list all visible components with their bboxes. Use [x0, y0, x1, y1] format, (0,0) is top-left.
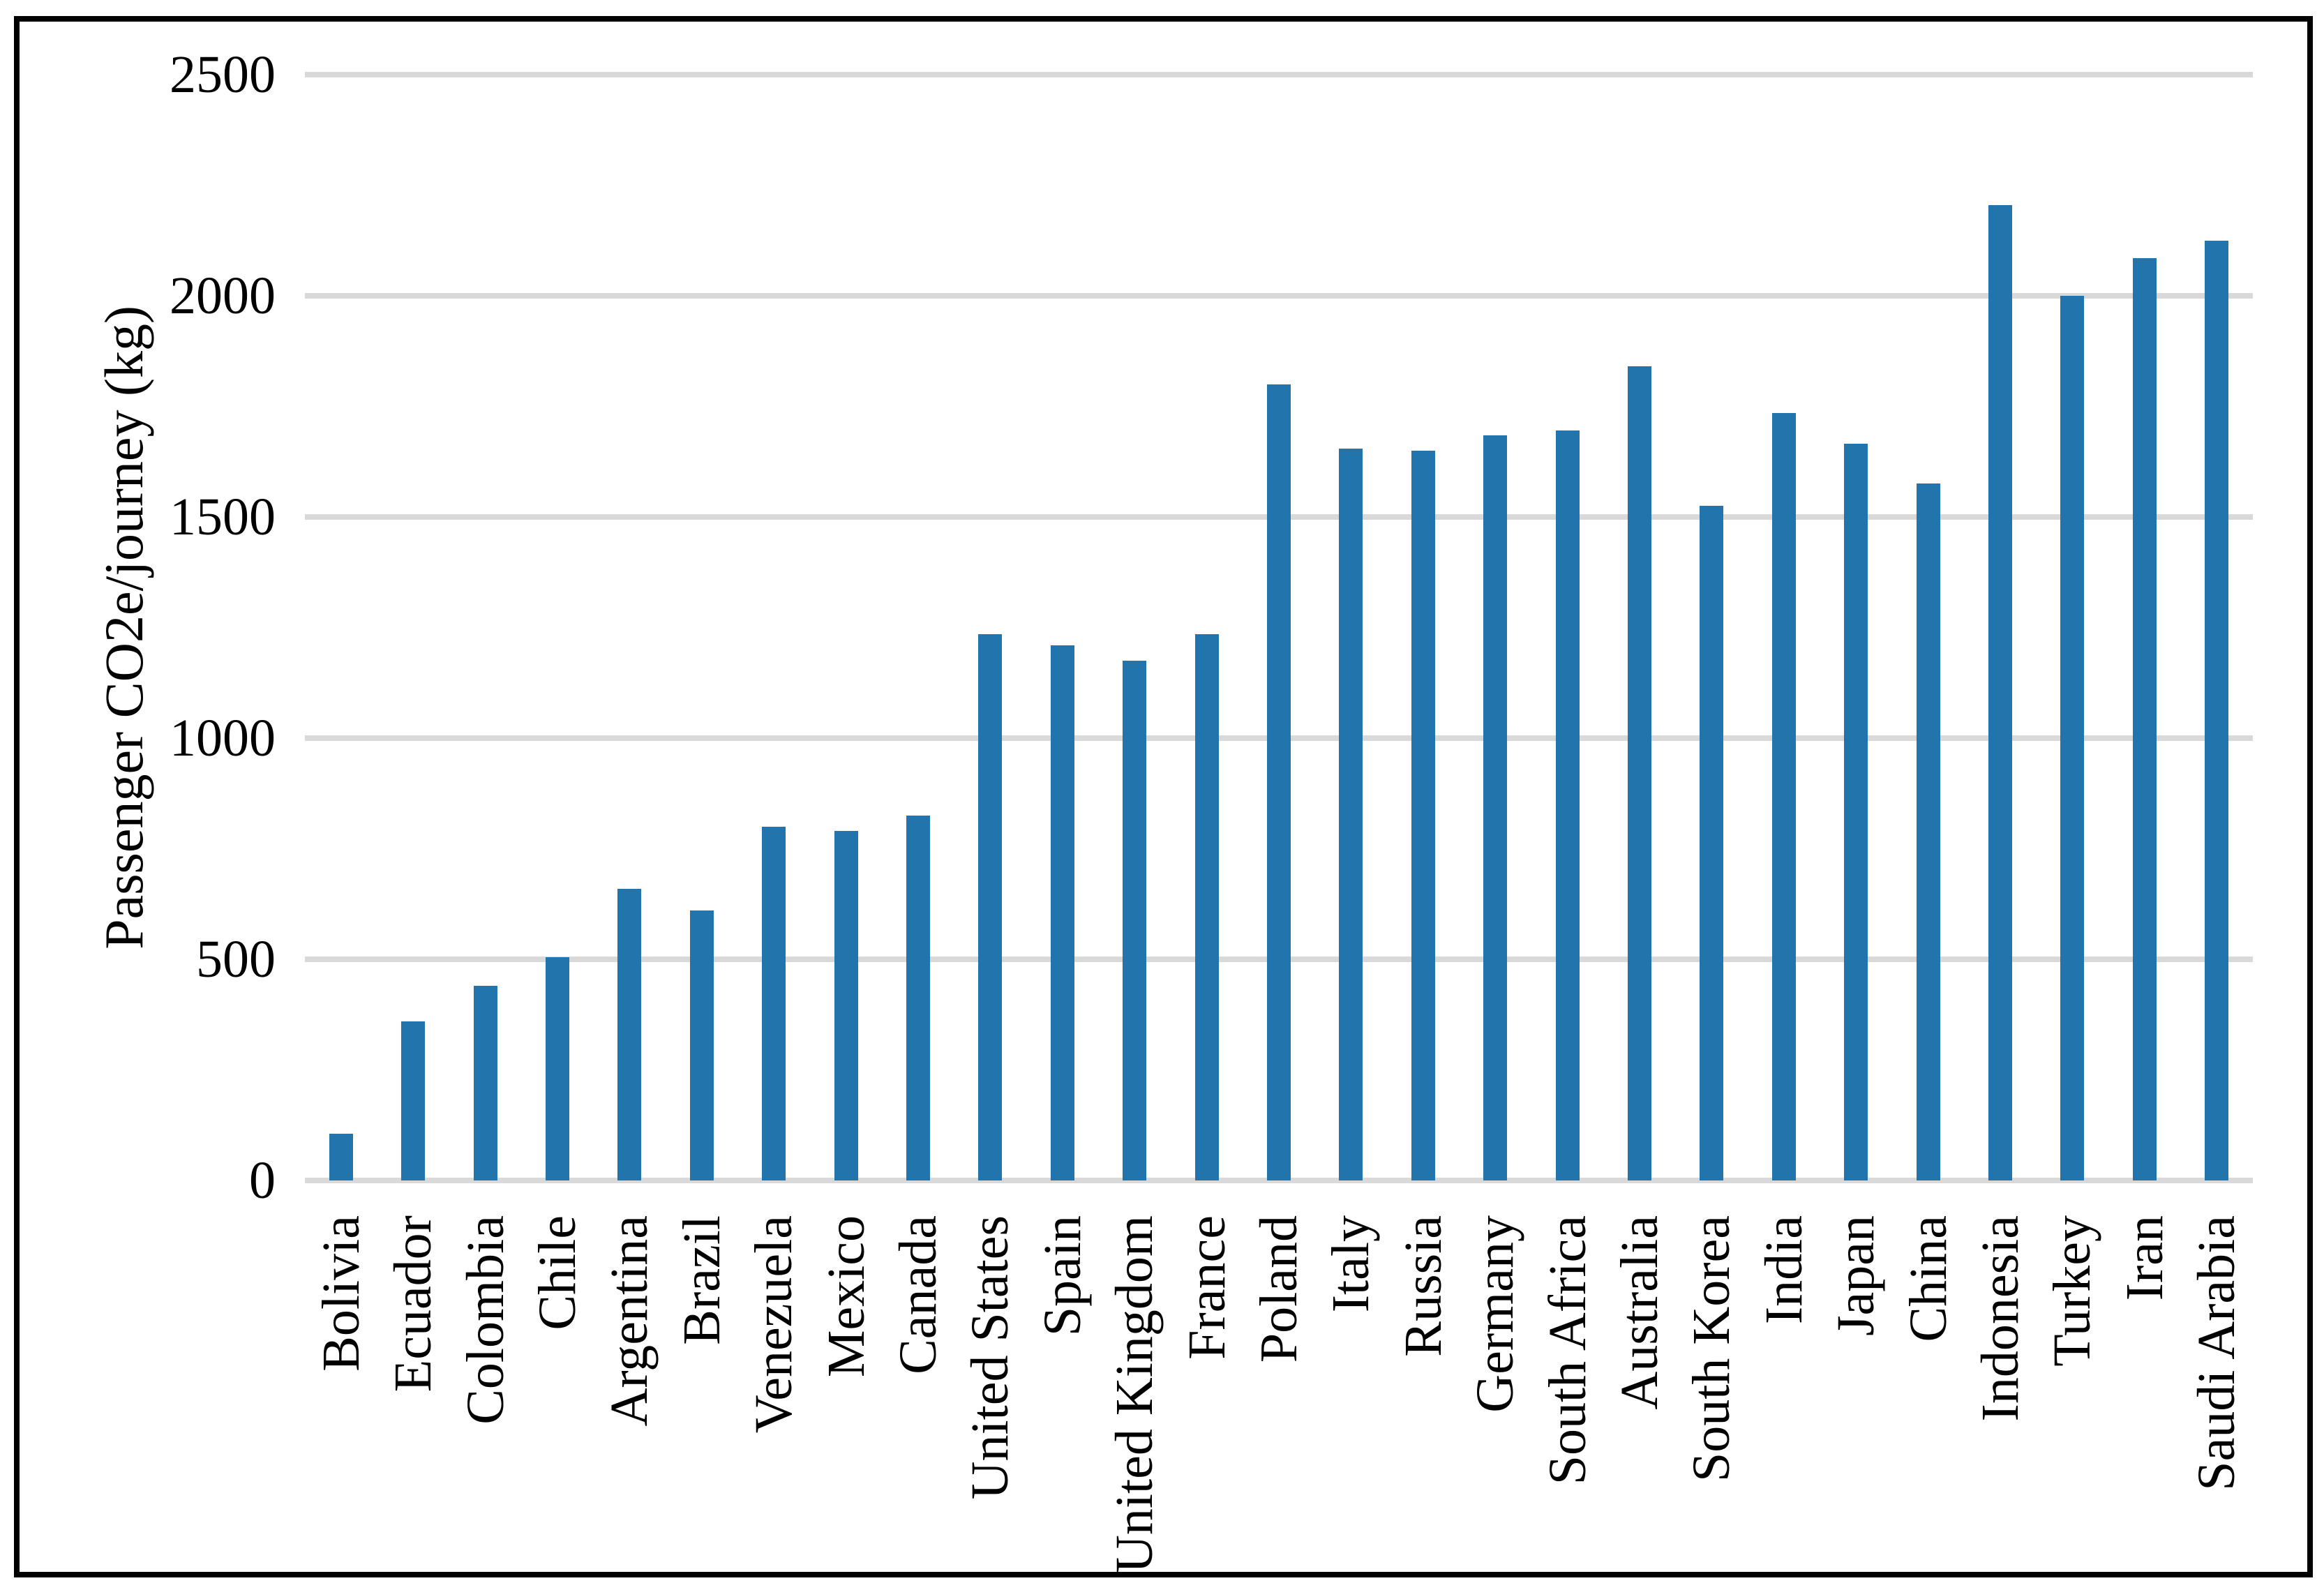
x-label-china: China [1898, 1215, 1958, 1342]
x-label-iran: Iran [2115, 1215, 2174, 1301]
bar-south-korea [1700, 506, 1724, 1180]
bar-colombia [473, 986, 497, 1180]
x-label-france: France [1177, 1215, 1236, 1360]
x-label-united-states: United States [961, 1215, 1020, 1500]
bar-canada [906, 815, 930, 1180]
x-label-container-venezuela: Venezuela [737, 1215, 809, 1590]
bar-saudi-arabia [2205, 240, 2229, 1180]
x-label-container-iran: Iran [2108, 1215, 2180, 1590]
y-axis-title-container: Passenger CO2e/journey (kg) [82, 75, 166, 1180]
bar-bolivia [329, 1134, 353, 1180]
x-label-container-china: China [1892, 1215, 1964, 1590]
bar-ecuador [401, 1021, 426, 1180]
x-label-spain: Spain [1033, 1215, 1092, 1337]
y-tick-label-0: 0 [249, 1151, 276, 1210]
bar-venezuela [762, 826, 786, 1180]
bar-india [1771, 413, 1796, 1180]
x-label-canada: Canada [888, 1215, 947, 1374]
x-label-australia: Australia [1610, 1215, 1670, 1410]
x-label-container-germany: Germany [1460, 1215, 1531, 1590]
x-label-container-bolivia: Bolivia [305, 1215, 377, 1590]
x-label-container-colombia: Colombia [449, 1215, 521, 1590]
x-label-poland: Poland [1249, 1215, 1308, 1363]
x-label-container-poland: Poland [1243, 1215, 1314, 1590]
x-label-container-russia: Russia [1387, 1215, 1459, 1590]
bar-united-states [978, 634, 1003, 1180]
x-label-colombia: Colombia [456, 1215, 515, 1425]
x-label-ecuador: Ecuador [384, 1215, 443, 1393]
x-label-container-india: India [1748, 1215, 1820, 1590]
x-label-container-canada: Canada [882, 1215, 954, 1590]
x-label-india: India [1754, 1215, 1813, 1325]
x-label-south-africa: South Africa [1538, 1215, 1597, 1485]
x-label-container-spain: Spain [1026, 1215, 1098, 1590]
x-label-venezuela: Venezuela [744, 1215, 804, 1434]
x-label-container-saudi-arabia: Saudi Arabia [2181, 1215, 2253, 1590]
x-label-united-kingdom: United Kingdom [1105, 1215, 1164, 1573]
x-label-container-chile: Chile [521, 1215, 593, 1590]
x-label-container-south-korea: South Korea [1676, 1215, 1748, 1590]
x-label-russia: Russia [1393, 1215, 1453, 1357]
x-label-container-united-states: United States [954, 1215, 1026, 1590]
x-label-container-japan: Japan [1820, 1215, 1892, 1590]
x-label-container-italy: Italy [1315, 1215, 1387, 1590]
gridline-2500 [305, 72, 2253, 77]
x-label-italy: Italy [1321, 1215, 1381, 1313]
x-label-container-australia: Australia [1603, 1215, 1675, 1590]
bar-indonesia [1988, 205, 2013, 1180]
x-label-saudi-arabia: Saudi Arabia [2187, 1215, 2247, 1491]
bar-turkey [2060, 296, 2085, 1180]
bar-italy [1339, 448, 1363, 1180]
bar-spain [1050, 645, 1074, 1180]
y-tick-label-1000: 1000 [170, 709, 276, 767]
bar-france [1194, 634, 1219, 1180]
bar-argentina [617, 888, 642, 1180]
x-label-container-united-kingdom: United Kingdom [1098, 1215, 1170, 1590]
bar-australia [1628, 366, 1652, 1180]
x-label-container-turkey: Turkey [2037, 1215, 2108, 1590]
y-axis-title: Passenger CO2e/journey (kg) [93, 306, 154, 950]
bar-chile [545, 957, 569, 1180]
plot-area [305, 72, 2253, 1183]
x-label-container-france: France [1171, 1215, 1243, 1590]
x-label-mexico: Mexico [816, 1215, 876, 1378]
x-label-container-south-africa: South Africa [1531, 1215, 1603, 1590]
bar-poland [1267, 384, 1291, 1180]
bar-brazil [689, 910, 714, 1180]
x-label-chile: Chile [527, 1215, 587, 1330]
bar-germany [1483, 435, 1508, 1180]
x-label-turkey: Turkey [2043, 1215, 2102, 1367]
bar-united-kingdom [1123, 661, 1147, 1180]
y-tick-label-1500: 1500 [170, 488, 276, 546]
bar-japan [1844, 444, 1868, 1180]
gridline-0 [305, 1178, 2253, 1183]
y-tick-label-2000: 2000 [170, 267, 276, 325]
x-label-container-argentina: Argentina [594, 1215, 666, 1590]
x-label-container-ecuador: Ecuador [377, 1215, 449, 1590]
x-label-indonesia: Indonesia [1971, 1215, 2030, 1422]
x-label-japan: Japan [1827, 1215, 1886, 1337]
bar-mexico [834, 831, 858, 1180]
x-label-container-indonesia: Indonesia [1964, 1215, 2036, 1590]
bar-china [1916, 483, 1940, 1180]
bar-russia [1411, 450, 1435, 1180]
bar-iran [2132, 258, 2157, 1180]
y-tick-label-2500: 2500 [170, 45, 276, 104]
x-label-bolivia: Bolivia [311, 1215, 370, 1372]
x-label-south-korea: South Korea [1682, 1215, 1741, 1483]
gridline-2000 [305, 293, 2253, 299]
x-label-germany: Germany [1466, 1215, 1525, 1413]
x-label-container-mexico: Mexico [810, 1215, 882, 1590]
y-tick-label-500: 500 [196, 930, 276, 989]
x-label-container-brazil: Brazil [666, 1215, 737, 1590]
bar-south-africa [1555, 430, 1580, 1180]
x-label-brazil: Brazil [672, 1215, 731, 1345]
x-label-argentina: Argentina [600, 1215, 659, 1427]
